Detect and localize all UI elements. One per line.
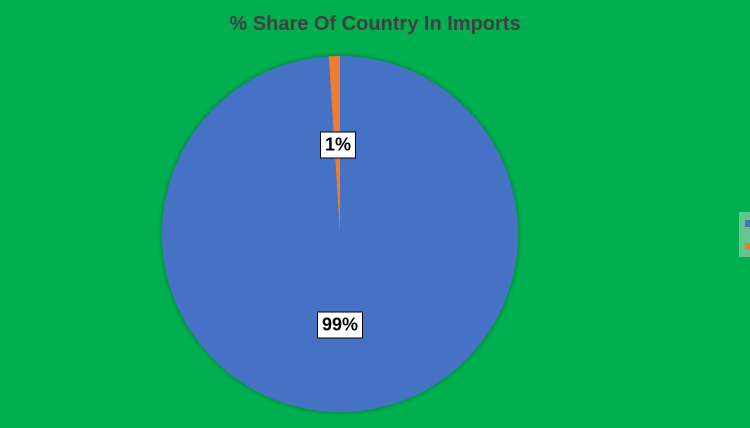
pie-slice (162, 56, 518, 413)
legend-marker (745, 243, 750, 250)
data-label: 1% (319, 131, 357, 159)
legend-marker (745, 220, 750, 227)
chart-title: % Share Of Country In Imports (229, 13, 521, 35)
data-label: 99% (316, 311, 364, 339)
legend (739, 212, 750, 257)
